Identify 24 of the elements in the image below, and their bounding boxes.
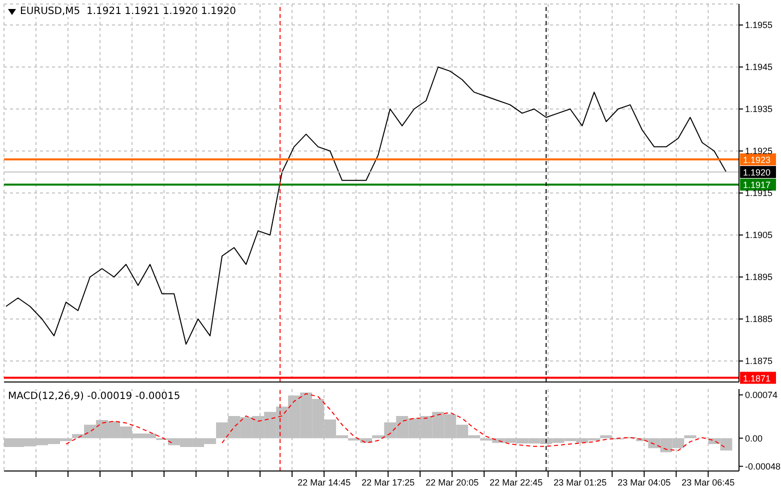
y-tick-label: 1.1875 [745,356,773,366]
x-tick-label: 22 Mar 22:45 [490,477,543,488]
x-tick-label: 23 Mar 06:45 [682,477,735,488]
x-tick-label: 22 Mar 17:25 [362,477,415,488]
y-tick-label: 1.1915 [745,188,773,198]
y-tick-label: 0.00074 [745,390,778,400]
x-tick-label: 22 Mar 20:05 [426,477,479,488]
y-tick-label: -0.00048 [745,462,781,472]
y-tick-label: 1.1945 [745,62,773,72]
y-tick-label: 1.1885 [745,314,773,324]
ref-line-label: 1.1923 [743,154,771,165]
ref-line-label: 1.1917 [743,180,771,190]
y-tick-label: 1.1935 [745,104,773,114]
chart-title: EURUSD,M5 1.1921 1.1921 1.1920 1.1920 [20,6,236,17]
chart-title: MACD(12,26,9) -0.00019 -0.00015 [8,391,180,402]
ref-line-label: 1.1871 [743,373,771,384]
y-tick-label: 1.1905 [745,230,773,240]
x-tick-label: 22 Mar 14:45 [298,477,351,488]
y-tick-label: 0.00 [745,433,763,444]
y-tick-label: 1.1955 [745,20,773,30]
x-tick-label: 23 Mar 04:05 [618,477,671,488]
x-tick-label: 23 Mar 01:25 [554,477,607,488]
y-tick-label: 1.1895 [745,272,773,282]
ref-line-label: 1.1920 [743,168,771,178]
